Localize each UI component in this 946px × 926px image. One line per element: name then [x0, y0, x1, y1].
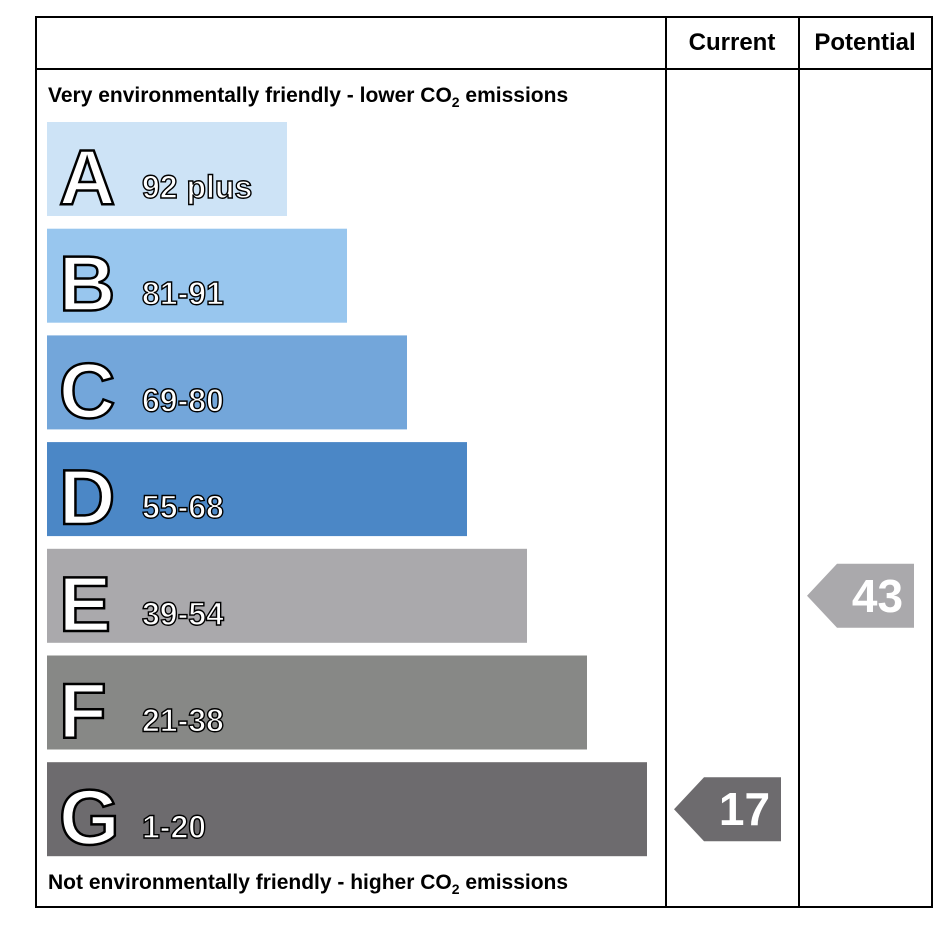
band-bar-a — [47, 122, 287, 216]
band-letter-b: B — [59, 240, 115, 328]
band-letter-e: E — [59, 560, 111, 648]
band-range-c: 69-80 — [142, 382, 224, 418]
band-letter-a: A — [59, 133, 115, 221]
band-g: G 1-20 — [47, 762, 647, 862]
band-bar-f — [47, 655, 587, 750]
band-range-a: 92 plus — [142, 169, 252, 205]
band-letter-g: G — [59, 773, 120, 861]
band-bar-d — [47, 442, 467, 537]
potential-rating-marker: 43 — [807, 563, 914, 628]
band-letter-c: C — [59, 346, 115, 434]
band-bar-e — [47, 548, 527, 643]
potential-rating-marker-value: 43 — [852, 570, 903, 622]
current-rating-marker: 17 — [674, 777, 781, 842]
band-letter-d: D — [59, 453, 115, 541]
band-b: B 81-91 — [47, 228, 347, 329]
band-bar-g — [47, 762, 647, 857]
band-e: E 39-54 — [47, 548, 527, 649]
current-rating-marker-arrow — [674, 777, 781, 842]
band-bar-c — [47, 335, 407, 430]
band-range-e: 39-54 — [142, 596, 224, 632]
top-caption: Very environmentally friendly - lower CO… — [48, 84, 568, 110]
band-c: C 69-80 — [47, 335, 407, 436]
band-bar-b — [47, 228, 347, 323]
bottom-caption: Not environmentally friendly - higher CO… — [48, 871, 568, 897]
band-range-d: 55-68 — [142, 489, 224, 525]
band-range-b: 81-91 — [142, 276, 224, 312]
current-rating-marker-value: 17 — [719, 783, 770, 835]
potential-rating-marker-arrow — [807, 563, 914, 628]
band-range-f: 21-38 — [142, 703, 224, 739]
rating-bands: A 92 plus B 81-91 C 69-80 D 55-68 E 39-54 F 21-38 G 1… — [47, 122, 647, 862]
band-f: F 21-38 — [47, 655, 587, 756]
potential-header: Potential — [814, 29, 915, 56]
band-d: D 55-68 — [47, 442, 467, 542]
current-header: Current — [689, 29, 776, 56]
band-a: A 92 plus — [47, 122, 287, 222]
band-letter-f: F — [59, 667, 107, 755]
chart-frame — [35, 16, 933, 908]
band-range-g: 1-20 — [142, 809, 206, 845]
